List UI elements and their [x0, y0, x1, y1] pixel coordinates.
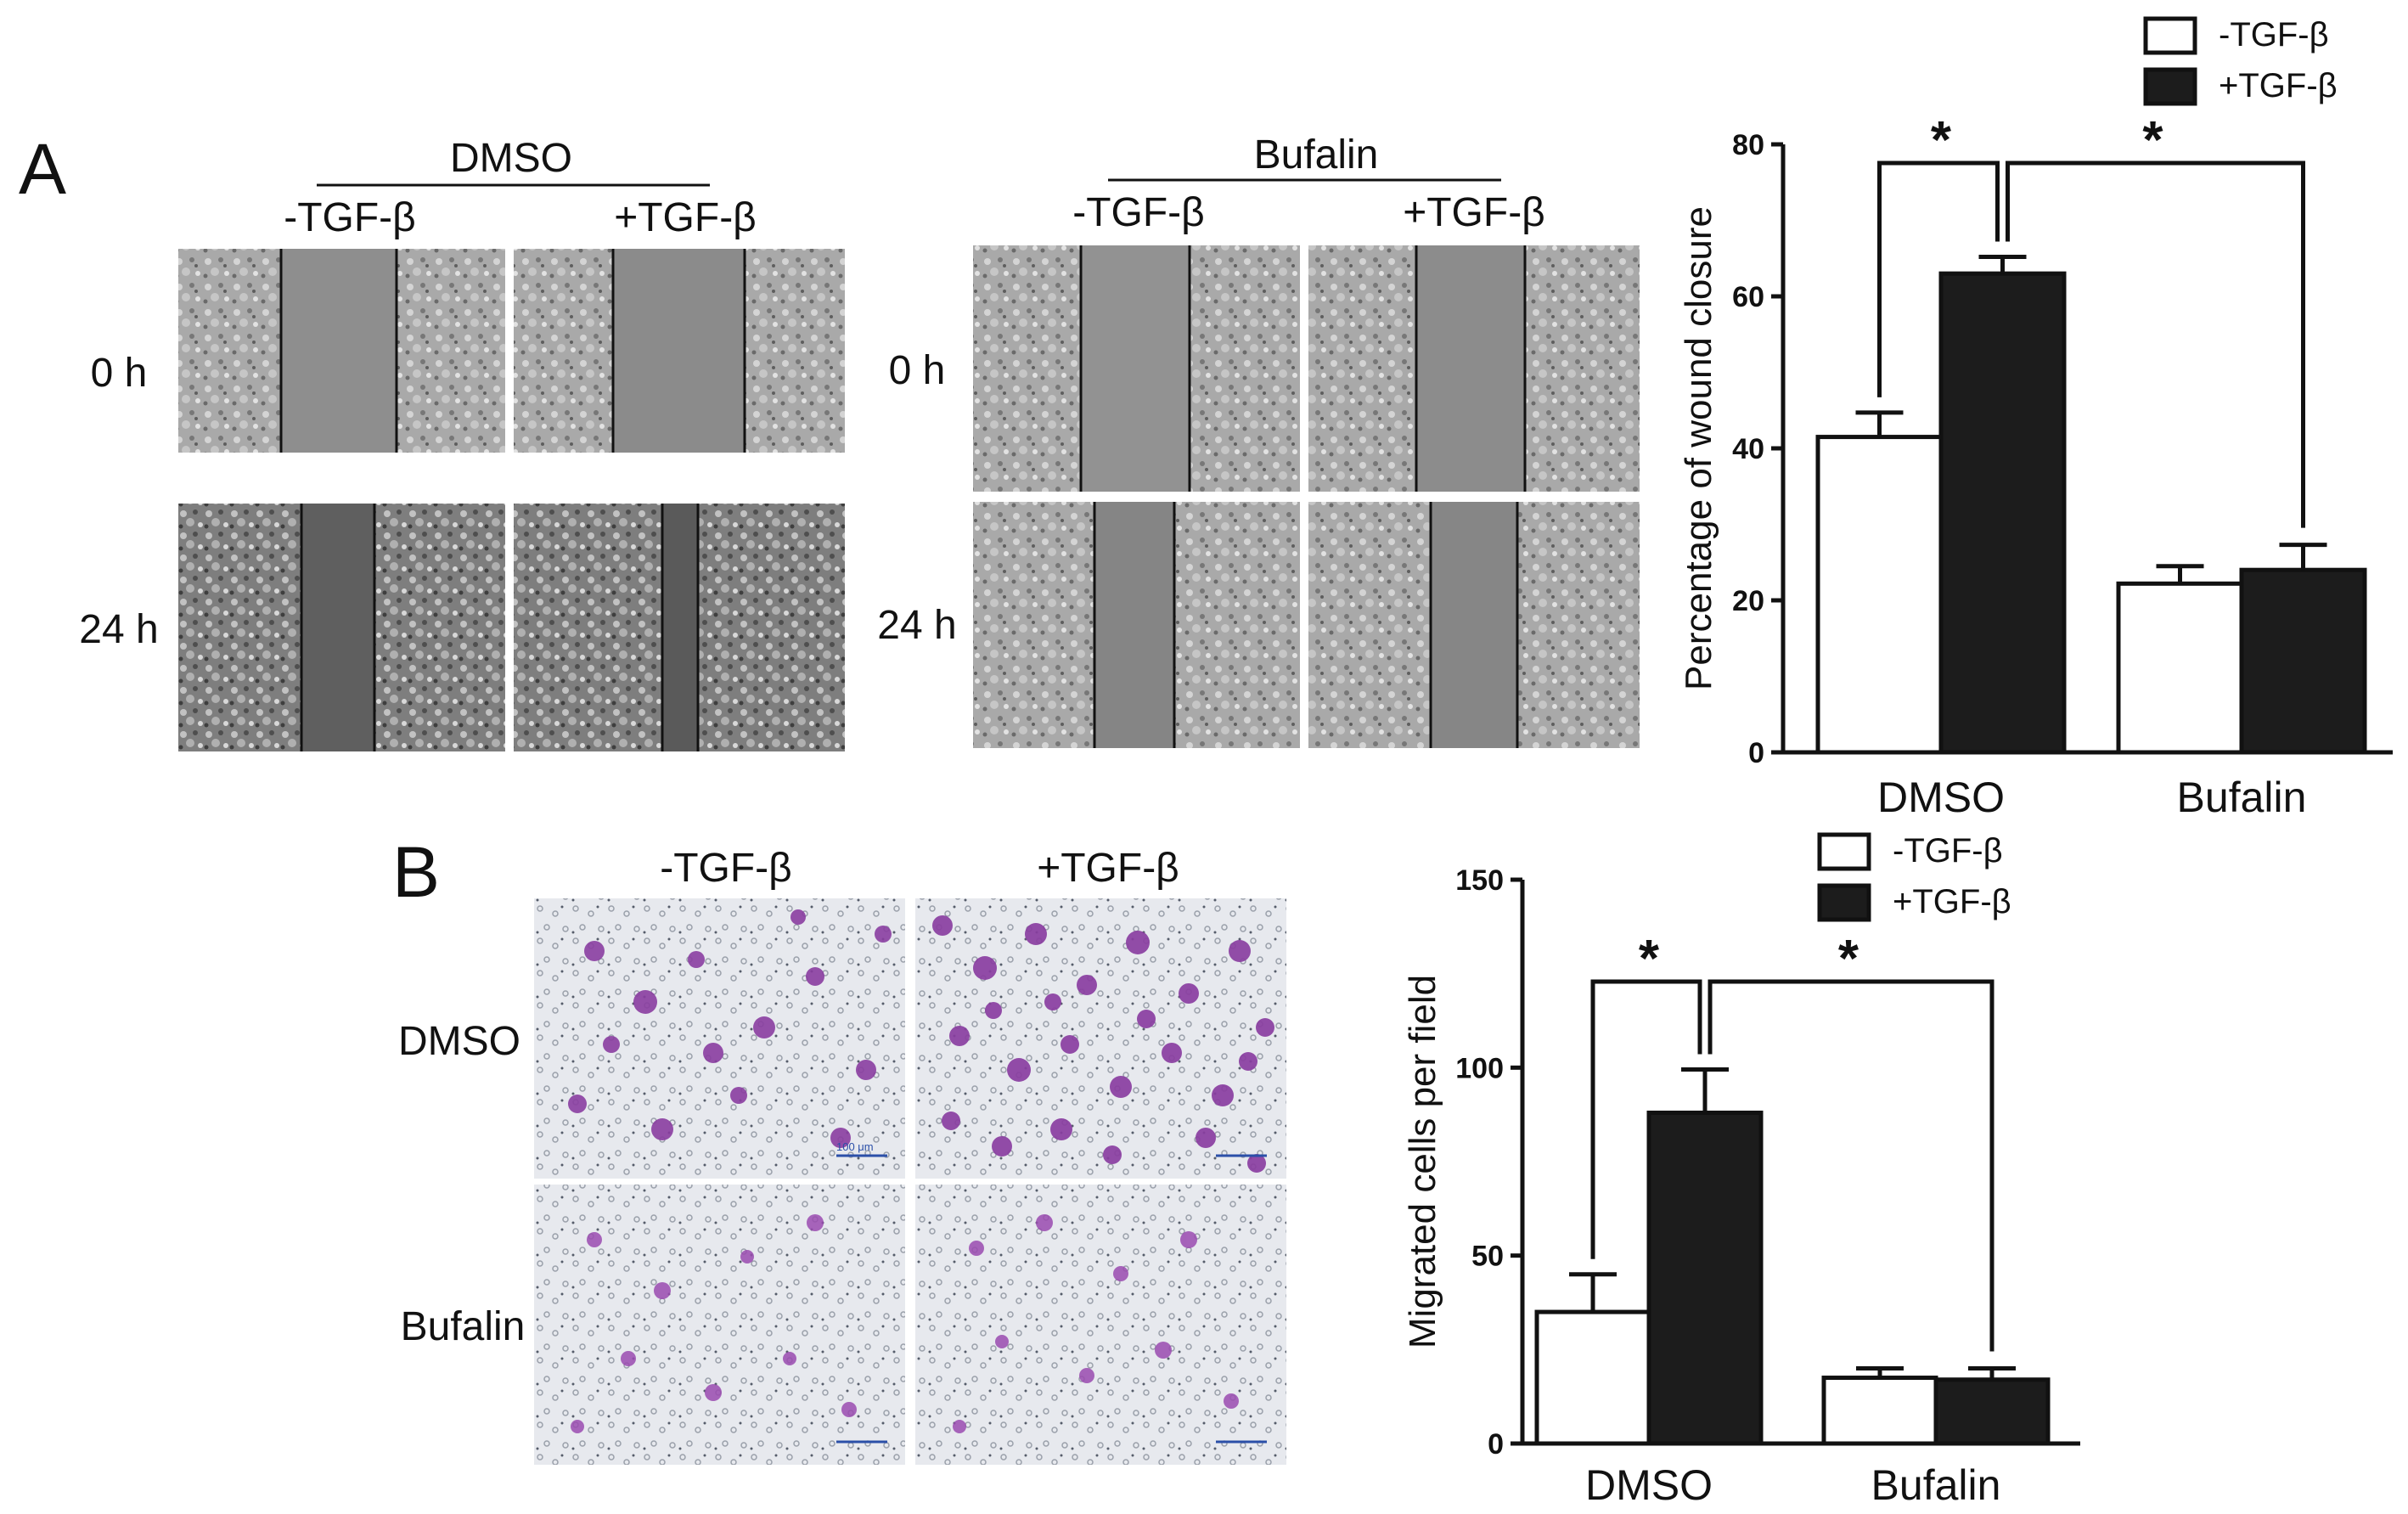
bar-bufalin-minus	[1821, 1376, 1938, 1446]
y-tick-label: 20	[1732, 585, 1764, 617]
legend-label: -TGF-β	[2219, 16, 2329, 53]
row-label-24h-dmso: 24 h	[79, 607, 158, 652]
col-label-dmso-plus: +TGF-β	[614, 195, 757, 240]
chart-migrated-cells: 0 50 100 150 Migrated cells per field DMSO Buf…	[1402, 832, 2080, 1509]
significance-bracket	[1590, 979, 1702, 1259]
legend-swatch	[1817, 832, 1871, 871]
transwell-image-bufalin-plus	[915, 1185, 1286, 1465]
y-tick-label: 60	[1732, 281, 1764, 313]
bar-bufalin-plus	[2239, 567, 2367, 755]
wound-image-dmso-minus-24h	[178, 504, 505, 751]
col-label-bufalin-minus: -TGF-β	[1072, 190, 1205, 235]
y-axis-label: Percentage of wound closure	[1678, 206, 1719, 690]
significance-bracket	[1877, 160, 2000, 397]
legend-swatch	[2143, 16, 2197, 55]
x-category-label: Bufalin	[1871, 1461, 2001, 1509]
group-title-bufalin: Bufalin	[1254, 132, 1379, 177]
significance-marker: *	[1639, 930, 1660, 988]
row-label-0h-dmso: 0 h	[91, 351, 148, 396]
row-label-transwell-bufalin: Bufalin	[401, 1304, 526, 1349]
row-label-0h-bufalin: 0 h	[889, 348, 946, 393]
wound-image-dmso-plus-0h	[514, 249, 845, 453]
wound-image-dmso-plus-24h	[514, 504, 845, 751]
y-axis-label: Migrated cells per field	[1402, 975, 1443, 1348]
bar-dmso-minus	[1815, 435, 1944, 755]
x-category-label: DMSO	[1585, 1461, 1713, 1509]
transwell-image-dmso-minus: 100 μm	[534, 898, 905, 1179]
col-label-transwell-minus: -TGF-β	[660, 846, 792, 891]
row-label-24h-bufalin: 24 h	[877, 603, 956, 648]
bar-bufalin-plus	[1933, 1377, 2051, 1446]
bar-dmso-minus	[1534, 1309, 1651, 1446]
col-label-transwell-plus: +TGF-β	[1037, 846, 1179, 891]
legend-label: +TGF-β	[1893, 883, 2011, 920]
bar-dmso-plus	[1938, 271, 2067, 755]
legend-label: -TGF-β	[1893, 832, 2003, 870]
significance-bracket	[1708, 979, 1994, 1352]
y-tick-label: 100	[1455, 1052, 1504, 1084]
significance-marker: *	[2142, 111, 2163, 170]
x-category-label: Bufalin	[2177, 774, 2307, 821]
significance-marker: *	[1931, 111, 1952, 170]
wound-image-bufalin-plus-24h	[1308, 502, 1640, 748]
y-tick-label: 80	[1732, 129, 1764, 161]
y-tick-label: 0	[1488, 1428, 1504, 1461]
significance-bracket	[2006, 160, 2305, 528]
wound-image-dmso-minus-0h	[178, 249, 505, 453]
y-tick-label: 50	[1471, 1241, 1504, 1273]
panel-letter-b: B	[392, 832, 440, 912]
wound-image-bufalin-minus-0h	[973, 245, 1300, 492]
chart-wound-closure: 0 20 40 60 80 Percentage of wound closure DMSO…	[1678, 16, 2393, 821]
y-tick-label: 150	[1455, 864, 1504, 897]
significance-marker: *	[1838, 930, 1859, 988]
transwell-image-bufalin-minus	[534, 1185, 905, 1465]
transwell-image-dmso-plus	[915, 898, 1286, 1179]
col-label-dmso-minus: -TGF-β	[284, 195, 416, 240]
y-tick-label: 0	[1748, 737, 1764, 769]
legend-label: +TGF-β	[2219, 67, 2338, 104]
x-category-label: DMSO	[1877, 774, 2005, 821]
panel-letter-a: A	[19, 129, 66, 209]
legend-swatch	[1817, 883, 1871, 922]
bar-bufalin-minus	[2116, 581, 2244, 755]
legend-swatch	[2143, 67, 2197, 106]
row-label-transwell-dmso: DMSO	[398, 1019, 520, 1064]
col-label-bufalin-plus: +TGF-β	[1403, 190, 1545, 235]
y-tick-label: 40	[1732, 433, 1764, 465]
bar-dmso-plus	[1646, 1110, 1764, 1446]
scale-bar-label: 100 μm	[836, 1140, 874, 1153]
group-title-dmso: DMSO	[450, 136, 572, 181]
wound-image-bufalin-minus-24h	[973, 502, 1300, 748]
wound-image-bufalin-plus-0h	[1308, 245, 1640, 492]
